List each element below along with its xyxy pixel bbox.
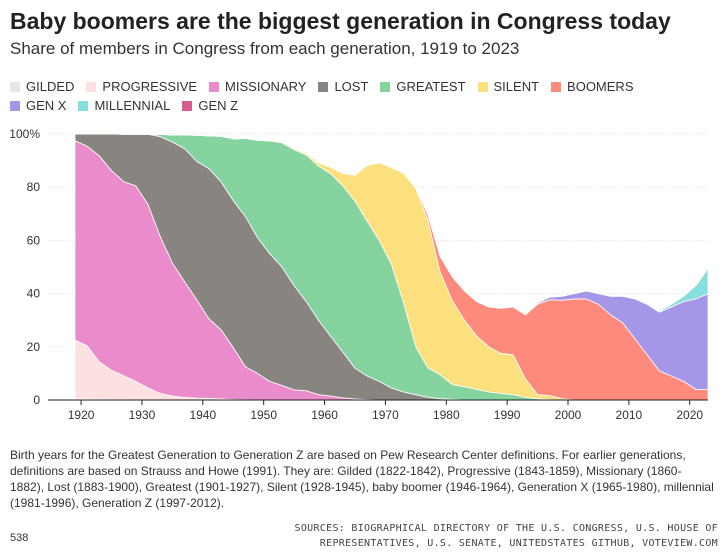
x-tick-label: 1950 bbox=[250, 408, 277, 422]
chart-subtitle: Share of members in Congress from each g… bbox=[10, 39, 520, 58]
legend-swatch bbox=[380, 81, 391, 92]
area-gen-z bbox=[74, 133, 709, 315]
legend-label: SILENT bbox=[493, 79, 540, 94]
sources-note: SOURCES: BIOGRAPHICAL DIRECTORY OF THE U… bbox=[294, 523, 718, 549]
legend-label: BOOMERS bbox=[567, 79, 634, 94]
x-tick-label: 2010 bbox=[616, 408, 643, 422]
y-tick-label: 40 bbox=[27, 287, 41, 301]
y-tick-label: 60 bbox=[27, 233, 41, 247]
legend-item-silent: SILENT bbox=[477, 78, 540, 95]
legend-label: GREATEST bbox=[396, 79, 466, 94]
stacked-area-chart: 0 20 40 60 80 100% 1920 1930 1940 1950 1960 1970 198… bbox=[9, 127, 709, 422]
x-tick-label: 1930 bbox=[129, 408, 156, 422]
footnote: Birth years for the Greatest Generation … bbox=[10, 448, 714, 510]
legend-label: GEN Z bbox=[198, 98, 239, 113]
legend-swatch bbox=[318, 81, 329, 92]
chart-title: Baby boomers are the biggest generation … bbox=[10, 8, 671, 34]
legend-swatch bbox=[10, 100, 20, 111]
x-tick-label: 2020 bbox=[676, 408, 703, 422]
legend-item-gen-z: GEN Z bbox=[182, 97, 238, 114]
legend-swatch bbox=[10, 81, 20, 92]
legend-item-gilded: GILDED bbox=[10, 78, 74, 95]
x-tick-label: 2000 bbox=[555, 408, 582, 422]
legend-item-lost: LOST bbox=[318, 78, 368, 95]
legend-swatch bbox=[78, 100, 89, 111]
axes: 0 20 40 60 80 100% 1920 1930 1940 1950 1960 1970 198… bbox=[9, 127, 708, 422]
x-tick-label: 1990 bbox=[494, 408, 521, 422]
legend-item-gen-x: GEN X bbox=[10, 97, 66, 114]
legend-label: LOST bbox=[334, 79, 369, 94]
x-tick-label: 1920 bbox=[68, 408, 95, 422]
legend-item-greatest: GREATEST bbox=[380, 78, 466, 95]
x-tick-label: 1970 bbox=[372, 408, 399, 422]
y-tick-label: 100% bbox=[9, 127, 40, 141]
legend-label: GEN X bbox=[26, 98, 67, 113]
y-tick-label: 0 bbox=[33, 393, 40, 407]
x-tick-label: 1940 bbox=[189, 408, 216, 422]
x-tick-label: 1960 bbox=[311, 408, 338, 422]
legend-swatch bbox=[477, 81, 488, 92]
brand-label: 538 bbox=[10, 532, 29, 544]
legend-swatch bbox=[551, 81, 562, 92]
legend-label: MISSIONARY bbox=[225, 79, 307, 94]
legend-item-progressive: PROGRESSIVE bbox=[86, 78, 197, 95]
legend-swatch bbox=[86, 81, 97, 92]
legend-item-millennial: MILLENNIAL bbox=[78, 97, 170, 114]
x-tick-label: 1980 bbox=[433, 408, 460, 422]
area-series bbox=[74, 133, 709, 401]
y-tick-label: 20 bbox=[27, 340, 41, 354]
legend-label: GILDED bbox=[26, 79, 75, 94]
legend-item-boomers: BOOMERS bbox=[551, 78, 634, 95]
legend-swatch bbox=[182, 100, 193, 111]
legend-label: PROGRESSIVE bbox=[102, 79, 198, 94]
chart-legend: GILDED PROGRESSIVE MISSIONARY LOST GREATEST S… bbox=[10, 78, 710, 114]
legend-item-missionary: MISSIONARY bbox=[209, 78, 306, 95]
legend-label: MILLENNIAL bbox=[94, 98, 171, 113]
y-tick-label: 80 bbox=[27, 180, 41, 194]
legend-swatch bbox=[209, 81, 220, 92]
